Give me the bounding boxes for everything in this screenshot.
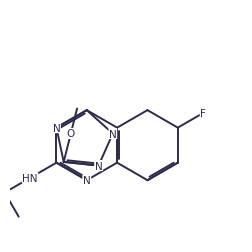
- Text: O: O: [67, 129, 75, 139]
- Text: N: N: [95, 161, 102, 171]
- Text: N: N: [53, 123, 60, 133]
- Text: N: N: [109, 129, 117, 139]
- Text: F: F: [200, 109, 206, 118]
- Text: HN: HN: [22, 173, 38, 183]
- Text: N: N: [83, 175, 91, 185]
